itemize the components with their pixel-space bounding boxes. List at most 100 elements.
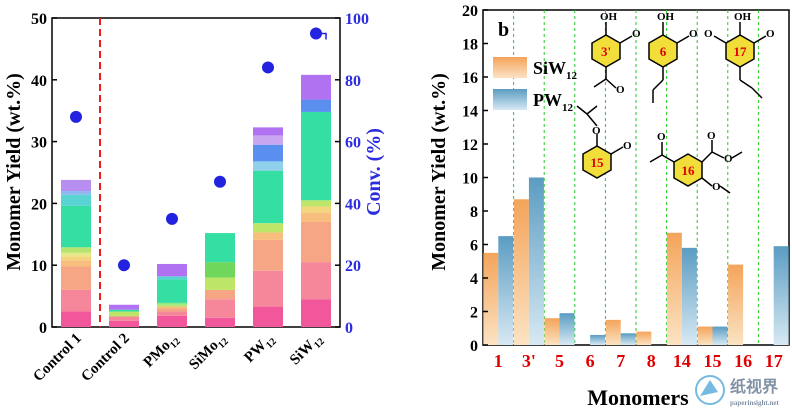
panel-a-category-label: PMo12 bbox=[141, 331, 183, 373]
panel-b-label: b bbox=[498, 19, 509, 41]
panel-a-category-label: SiMo12 bbox=[186, 331, 231, 376]
panel-a-y2tick-label: 80 bbox=[345, 73, 361, 90]
stack-segment-2-8 bbox=[157, 263, 187, 277]
stack-segment-3-5 bbox=[205, 233, 235, 263]
stack-segment-4-1 bbox=[253, 270, 283, 307]
stack-segment-0-5 bbox=[61, 252, 91, 257]
structure-3prime-ketone-o: O bbox=[616, 84, 625, 96]
structure-17-oh: OH bbox=[734, 11, 752, 23]
structure-17-o-left: O bbox=[704, 28, 713, 40]
legend-label-pw12: PW12 bbox=[533, 90, 574, 114]
stack-segment-3-3 bbox=[205, 277, 235, 290]
panel-b-x-tick-label: 1 bbox=[494, 351, 503, 371]
stack-segment-3-1 bbox=[205, 299, 235, 318]
conversion-point-2 bbox=[166, 212, 178, 225]
bar-siw12-1 bbox=[513, 199, 529, 345]
structure-16-ester-o: O bbox=[707, 130, 716, 142]
conversion-point-1 bbox=[118, 259, 130, 272]
structure-3prime: OH O O 3' bbox=[591, 11, 641, 96]
stack-segment-5-0 bbox=[301, 299, 331, 327]
bar-pw12-7 bbox=[712, 326, 728, 345]
panel-a-y2tick-label: 100 bbox=[345, 11, 369, 28]
panel-b-x-tick-label: 3' bbox=[522, 351, 536, 371]
stack-segment-4-3 bbox=[253, 232, 283, 240]
conversion-point-4 bbox=[262, 61, 274, 74]
panel-a-frame bbox=[51, 17, 341, 328]
structure-17-label: 17 bbox=[734, 44, 748, 59]
stack-segment-2-3 bbox=[157, 306, 187, 309]
structure-17-o-right: O bbox=[766, 28, 775, 40]
bar-siw12-2 bbox=[544, 318, 560, 345]
structure-16-ester-o2: O bbox=[724, 153, 733, 165]
stack-segment-2-1 bbox=[157, 311, 187, 316]
structure-15-o: O bbox=[592, 125, 601, 137]
panel-b-ytick-label: 0 bbox=[470, 338, 478, 355]
structure-15: O O 15 bbox=[576, 105, 632, 179]
panel-b-ytick-label: 12 bbox=[462, 137, 478, 154]
panel-a-category-label: Control 2 bbox=[78, 331, 132, 385]
stack-segment-0-2 bbox=[61, 266, 91, 290]
panel-b-ytick-label: 14 bbox=[462, 104, 478, 121]
stack-segment-5-2 bbox=[301, 221, 331, 263]
panel-b: 0 2 4 6 8 10 12 14 16 18 20 1 3' 5 6 7 8 14 15 16 17 b Mono… bbox=[428, 3, 790, 410]
stack-segment-0-3 bbox=[61, 260, 91, 267]
stack-segment-1-1 bbox=[109, 316, 139, 321]
panel-a-category-label: SiW12 bbox=[287, 331, 327, 371]
legend-label-siw12: SiW12 bbox=[533, 58, 578, 82]
structure-6-label: 6 bbox=[660, 44, 667, 59]
stack-segment-0-4 bbox=[61, 256, 91, 261]
stack-segment-1-0 bbox=[109, 320, 139, 327]
panel-a-category-label: Control 1 bbox=[30, 331, 84, 385]
structure-16: O O O O 16 bbox=[649, 130, 743, 194]
panel-b-ytick-label: 18 bbox=[462, 37, 478, 54]
stack-segment-0-7 bbox=[61, 205, 91, 248]
panel-b-ytick-label: 4 bbox=[470, 271, 478, 288]
bar-pw12-6 bbox=[681, 247, 697, 345]
panel-b-ytick-label: 2 bbox=[470, 305, 478, 322]
stack-segment-3-0 bbox=[205, 317, 235, 327]
panel-b-x-tick-label: 16 bbox=[734, 351, 752, 371]
stack-segment-1-4 bbox=[109, 304, 139, 310]
stack-segment-4-7 bbox=[253, 144, 283, 162]
panel-b-x-tick-label: 6 bbox=[586, 351, 595, 371]
stack-segment-5-4 bbox=[301, 206, 331, 213]
stack-segment-4-2 bbox=[253, 239, 283, 271]
watermark-logo-icon bbox=[695, 375, 725, 405]
panel-b-ytick-label: 10 bbox=[462, 171, 478, 188]
structure-17: OH O O 17 bbox=[704, 11, 775, 99]
structure-15-o-right: O bbox=[623, 140, 632, 152]
stack-segment-2-4 bbox=[157, 304, 187, 307]
watermark: 纸视界 paperinsight.net bbox=[695, 375, 779, 407]
stack-segment-4-6 bbox=[253, 161, 283, 171]
watermark-url: paperinsight.net bbox=[730, 399, 779, 407]
stack-segment-5-6 bbox=[301, 111, 331, 201]
panel-a-left-axis-ticks: 0 10 20 30 40 50 bbox=[31, 11, 57, 337]
stack-segment-0-9 bbox=[61, 191, 91, 195]
panel-a-category-label: PW12 bbox=[241, 331, 279, 369]
conversion-point-3 bbox=[214, 175, 226, 188]
stack-segment-0-0 bbox=[61, 311, 91, 327]
panel-b-x-tick-label: 14 bbox=[673, 351, 691, 371]
panel-b-ytick-label: 6 bbox=[470, 238, 478, 255]
stack-segment-0-1 bbox=[61, 289, 91, 312]
stack-segment-0-10 bbox=[61, 179, 91, 192]
bar-siw12-5 bbox=[636, 331, 652, 345]
bar-pw12-0 bbox=[498, 236, 514, 345]
panel-b-x-tick-label: 7 bbox=[616, 351, 625, 371]
structure-16-methoxy-o: O bbox=[712, 181, 721, 193]
stack-segment-2-7 bbox=[157, 276, 187, 280]
panel-b-ytick-label: 20 bbox=[462, 3, 478, 20]
structure-6-oh: OH bbox=[657, 11, 675, 23]
structure-16-label: 16 bbox=[682, 163, 696, 178]
panel-a-ytick-label: 40 bbox=[31, 73, 47, 90]
legend-swatch-pw12 bbox=[493, 89, 527, 110]
panel-b-y-axis-ticks: 0 2 4 6 8 10 12 14 16 18 20 bbox=[462, 3, 488, 355]
stack-segment-3-4 bbox=[205, 262, 235, 278]
stack-segment-4-4 bbox=[253, 223, 283, 233]
bar-siw12-8 bbox=[728, 264, 744, 345]
panel-a-y-axis-title: Monomer Yield (wt.%) bbox=[3, 73, 25, 271]
stack-segment-2-0 bbox=[157, 315, 187, 327]
stack-segment-2-5 bbox=[157, 302, 187, 305]
structure-3prime-o: O bbox=[632, 28, 641, 40]
